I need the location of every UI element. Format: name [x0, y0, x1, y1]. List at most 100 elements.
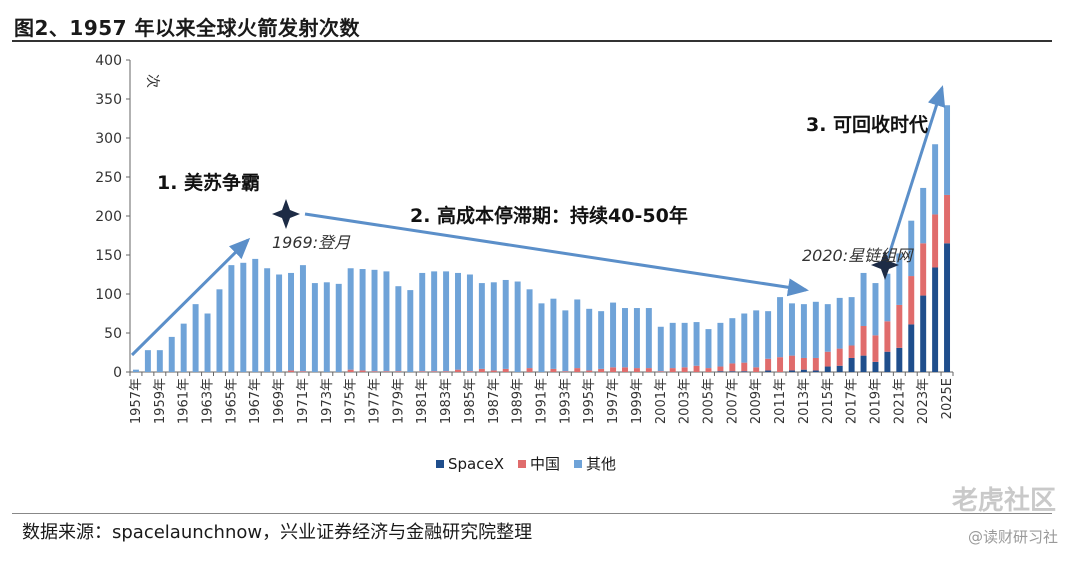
legend-swatch-other: [574, 459, 583, 468]
y-tick-label: 100: [95, 287, 122, 303]
bar-other: [514, 281, 521, 372]
bar-china: [788, 355, 795, 371]
bar-china: [848, 345, 855, 358]
bar-other: [562, 310, 569, 372]
y-tick-label: 0: [113, 365, 122, 381]
watermark-sub: @读财研习社: [967, 528, 1058, 546]
bar-china: [395, 371, 402, 372]
bar-china: [443, 371, 450, 372]
bar-other: [729, 318, 736, 364]
bar-other: [610, 302, 617, 368]
x-tick-label: 2019年: [868, 378, 883, 424]
annotation-2020: 2020:星链组网: [802, 246, 914, 265]
bar-china: [502, 368, 509, 372]
bar-other: [836, 297, 843, 349]
bar-china: [908, 276, 915, 325]
bar-china: [932, 214, 939, 268]
x-tick-label: 2017年: [845, 378, 860, 424]
bar-china: [717, 366, 724, 372]
y-tick-label: 200: [95, 209, 122, 225]
chart-title: 图2、1957 年以来全球火箭发射次数: [14, 16, 361, 40]
legend-label-other: 其他: [586, 455, 617, 473]
bar-china: [657, 371, 664, 372]
bar-other: [323, 282, 330, 372]
bar-china: [681, 367, 688, 372]
legend-item-china: 中国: [518, 453, 560, 474]
bar-other: [550, 298, 557, 369]
bar-china: [383, 371, 390, 372]
bar-other: [276, 274, 283, 372]
bar-spacex: [944, 243, 951, 372]
bar-spacex: [932, 267, 939, 372]
bar-other: [419, 272, 426, 372]
bar-other: [371, 269, 378, 372]
bar-other: [383, 271, 390, 372]
bar-china: [288, 370, 295, 372]
bar-spacex: [860, 355, 867, 372]
bar-china: [419, 371, 426, 372]
x-tick-label: 1979年: [391, 378, 406, 424]
bar-other: [860, 272, 867, 326]
legend-label-china: 中国: [530, 455, 561, 473]
bar-china: [455, 369, 461, 372]
annotation-3: 3. 可回收时代: [806, 113, 928, 136]
bar-other: [252, 258, 259, 372]
title-rule: [12, 40, 1052, 42]
bar-spacex: [908, 324, 915, 372]
bar-china: [347, 369, 354, 372]
bar-other: [478, 283, 485, 369]
bar-other: [884, 273, 891, 322]
x-tick-label: 2009年: [749, 378, 764, 424]
bar-china: [359, 370, 366, 372]
bar-other: [705, 329, 712, 369]
bar-china: [693, 365, 700, 372]
bar-china: [872, 335, 879, 362]
arrow-2: [304, 212, 809, 297]
watermark: 老虎社区: [951, 486, 1056, 516]
bar-china: [896, 304, 903, 348]
x-tick-label: 2023年: [916, 378, 931, 424]
bar-spacex: [717, 371, 724, 372]
x-tick-label: 1959年: [153, 378, 168, 424]
x-tick-label: 1989年: [511, 378, 526, 424]
x-tick-label: 1957年: [129, 378, 144, 424]
bar-other: [192, 304, 199, 372]
bar-other: [526, 289, 533, 369]
bar-other: [645, 308, 652, 369]
x-tick-label: 2011年: [773, 378, 788, 424]
x-tick-label: 2005年: [701, 378, 716, 424]
x-tick-label: 2021年: [892, 378, 907, 424]
bar-other: [538, 303, 545, 372]
bar-china: [562, 371, 569, 372]
x-tick-label: 1973年: [320, 378, 335, 424]
bar-other: [908, 220, 915, 277]
bar-spacex: [836, 365, 843, 372]
legend-item-spacex: SpaceX: [436, 453, 504, 474]
bar-china: [884, 321, 891, 352]
bar-china: [824, 351, 831, 367]
bar-other: [204, 313, 211, 372]
bar-other: [144, 350, 151, 372]
bar-other: [299, 265, 306, 372]
y-tick-label: 150: [95, 248, 122, 264]
bar-china: [777, 357, 784, 372]
bar-other: [431, 271, 438, 372]
annotation-2: 2. 高成本停滞期：持续40-50年: [410, 204, 688, 227]
x-tick-label: 1993年: [558, 378, 573, 424]
x-tick-label: 2025E: [940, 378, 955, 419]
legend-item-other: 其他: [574, 453, 616, 474]
x-tick-label: 2013年: [797, 378, 812, 424]
y-tick-label: 50: [104, 326, 122, 342]
x-tick-label: 1981年: [415, 378, 430, 424]
bar-spacex: [920, 295, 927, 372]
bar-china: [741, 362, 748, 372]
data-source: 数据来源：spacelaunchnow，兴业证券经济与金融研究院整理: [22, 522, 533, 543]
bar-other: [848, 297, 855, 346]
bar-china: [920, 243, 927, 296]
x-tick-label: 2007年: [725, 378, 740, 424]
x-tick-label: 2015年: [821, 378, 836, 424]
bar-china: [371, 371, 378, 372]
bar-china: [550, 368, 557, 372]
bar-other: [347, 268, 354, 370]
x-tick-label: 1961年: [177, 378, 192, 424]
